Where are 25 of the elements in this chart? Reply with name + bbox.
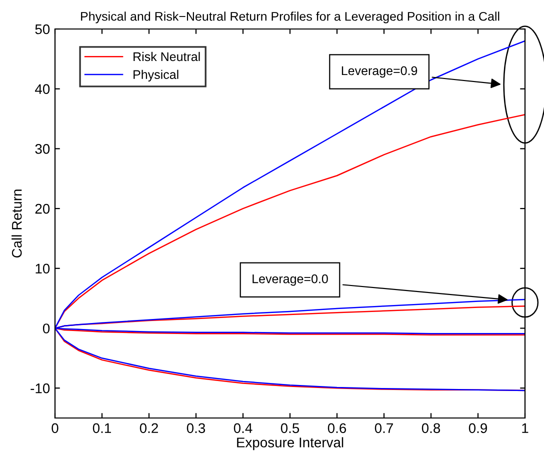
- y-tick-label: -10: [30, 383, 50, 394]
- y-tick-label: 50: [35, 24, 50, 34]
- x-tick-label: 0.1: [92, 423, 111, 434]
- x-axis-title: Exposure Interval: [237, 437, 344, 450]
- legend-label: Risk Neutral: [134, 52, 200, 62]
- y-tick-label: 0: [42, 324, 50, 334]
- y-tick-label: 10: [36, 264, 50, 274]
- x-tick-label: 0.8: [422, 423, 440, 434]
- x-tick-label: 0.2: [140, 423, 158, 434]
- x-tick-label: 0.9: [468, 423, 487, 434]
- x-tick-label: 0.7: [374, 423, 393, 434]
- x-tick-label: 0.6: [328, 423, 346, 434]
- chart-title: Physical and Risk−Neutral Return Profiles for a Leveraged Position in a Call: [81, 12, 500, 24]
- y-tick-label: 20: [35, 204, 50, 214]
- annotation: Leverage=0.0: [252, 274, 328, 286]
- y-axis-title: Call Return: [12, 190, 22, 258]
- x-tick-label: 0.5: [280, 423, 300, 434]
- y-tick-label: 40: [35, 84, 50, 94]
- annotation: Leverage=0.9: [342, 66, 418, 78]
- x-tick-label: 0.4: [234, 423, 252, 434]
- x-tick-label: 1: [522, 423, 528, 433]
- x-tick-label: 0.3: [186, 423, 206, 434]
- legend-label: Physical: [134, 70, 178, 82]
- y-tick-label: 30: [35, 144, 50, 154]
- x-tick-label: 0: [52, 423, 58, 434]
